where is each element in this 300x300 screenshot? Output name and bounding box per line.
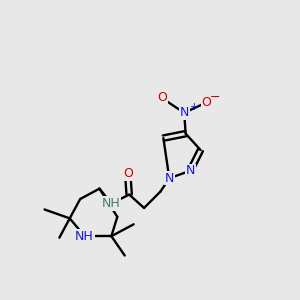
Text: O: O <box>123 167 133 180</box>
Text: N: N <box>165 172 174 185</box>
Text: NH: NH <box>102 197 121 210</box>
Text: O: O <box>157 92 167 104</box>
Text: N: N <box>185 164 195 177</box>
Text: −: − <box>210 91 220 103</box>
Text: +: + <box>190 103 198 112</box>
Text: NH: NH <box>75 230 94 243</box>
Text: N: N <box>179 106 189 119</box>
Text: O: O <box>202 96 212 109</box>
